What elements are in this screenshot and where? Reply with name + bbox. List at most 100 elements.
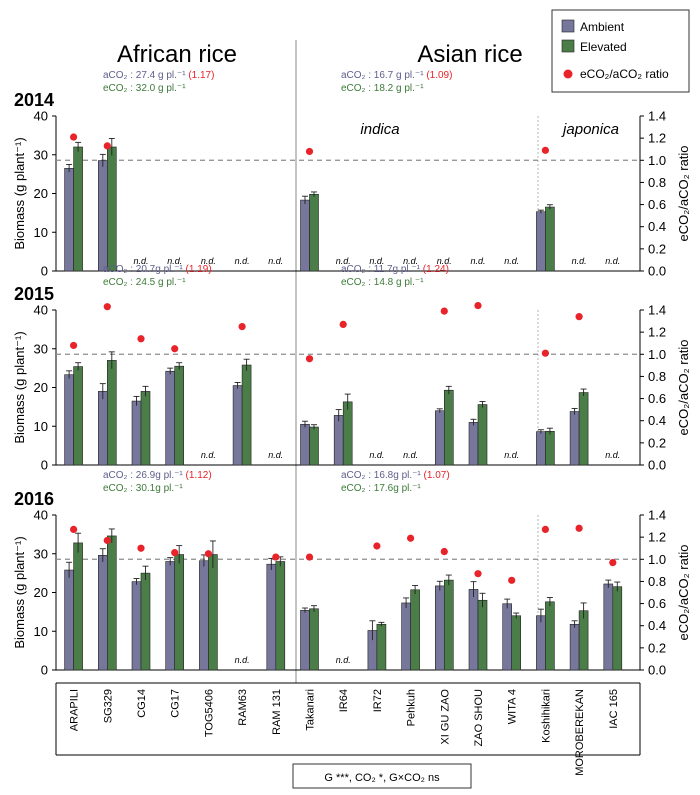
- elevated-bar: [73, 542, 83, 671]
- not-determined-label: n.d.: [572, 256, 587, 266]
- right-tick-label: 1.0: [648, 153, 666, 168]
- legend-ambient-label: Ambient: [580, 20, 625, 34]
- ratio-point: [541, 146, 550, 154]
- category-label: XI GU ZAO: [439, 689, 451, 745]
- elevated-bar: [107, 535, 117, 671]
- elevated-bar: [443, 389, 454, 466]
- elevated-bar: [107, 146, 117, 272]
- ambient-bar: [165, 561, 175, 671]
- elevated-bar: [241, 364, 252, 466]
- elevated-bar: [140, 572, 151, 671]
- right-tick-label: 1.0: [648, 552, 666, 567]
- year-label: 2015: [14, 284, 54, 304]
- left-tick-label: 0: [41, 663, 48, 678]
- ratio-point: [204, 550, 212, 558]
- ratio-point: [407, 534, 415, 542]
- ratio-point: [70, 341, 78, 350]
- ratio-point: [474, 301, 482, 310]
- left-tick-label: 40: [34, 303, 48, 318]
- elevated-bar: [140, 391, 151, 466]
- not-determined-label: n.d.: [403, 450, 418, 460]
- asian-ambient-summary: aCO₂ : 11.7g pl.⁻¹ (1.24): [341, 264, 449, 275]
- not-determined-label: n.d.: [201, 256, 216, 266]
- right-tick-label: 1.4: [648, 303, 666, 318]
- category-label: MOROBEREKAN: [574, 689, 586, 776]
- not-determined-label: n.d.: [437, 256, 452, 266]
- ratio-point: [103, 536, 111, 545]
- ambient-bar: [536, 211, 546, 272]
- indica-label: indica: [360, 121, 399, 138]
- not-determined-label: n.d.: [470, 256, 485, 266]
- left-tick-label: 10: [34, 419, 48, 434]
- elevated-bar: [511, 615, 522, 671]
- not-determined-label: n.d.: [201, 450, 216, 460]
- elevated-bar: [309, 608, 319, 671]
- african-elevated-summary: eCO₂ : 32.0 g pl.⁻¹: [103, 83, 186, 94]
- not-determined-label: n.d.: [504, 256, 519, 266]
- legend-box: [551, 9, 690, 93]
- year-panels: 2014 0 10 20 30 40 0.0 0.2 0.4 0.6 0.8 1.0 1.2 1.4 Bio…: [12, 70, 691, 678]
- right-tick-label: 0.8: [648, 369, 666, 384]
- ratio-point: [137, 544, 145, 552]
- elevated-bar: [208, 554, 218, 671]
- ambient-bar: [131, 581, 142, 671]
- right-tick-label: 0.4: [648, 413, 666, 428]
- african-ambient-summary: aCO₂ : 20.7g pl.⁻¹ (1.19): [103, 264, 212, 275]
- left-tick-label: 0: [41, 458, 48, 473]
- african-ratio-summary: (1.12): [186, 470, 212, 481]
- ratio-point: [70, 525, 78, 533]
- right-tick-label: 0.8: [648, 175, 666, 190]
- african-ratio-summary: (1.17): [188, 70, 214, 81]
- african-ratio-summary: (1.19): [186, 264, 212, 275]
- elevated-bar: [342, 401, 353, 466]
- asian-elevated-summary: eCO₂ : 18.2 g pl.⁻¹: [341, 83, 424, 94]
- ambient-bar: [300, 199, 310, 272]
- right-tick-label: 1.4: [648, 508, 666, 523]
- right-tick-label: 1.2: [648, 325, 666, 340]
- ratio-point: [440, 547, 448, 556]
- ratio-point: [103, 303, 111, 311]
- panel-2015: 2015 0 10 20 30 40 0.0 0.2 0.4 0.6 0.8 1.0 1.2 1.4 Bio…: [12, 264, 691, 473]
- right-tick-label: 1.4: [648, 109, 666, 124]
- ratio-point: [305, 147, 314, 156]
- right-tick-label: 0.0: [648, 663, 666, 678]
- ratio-point: [103, 142, 111, 150]
- panel-2016: 2016 0 10 20 30 40 0.0 0.2 0.4 0.6 0.8 1.0 1.2 1.4 Bio…: [12, 470, 691, 678]
- ambient-bar: [98, 554, 108, 671]
- legend-ratio-marker: [563, 69, 573, 79]
- year-label: 2014: [14, 90, 54, 110]
- asian-elevated-summary: eCO₂ : 14.8 g pl.⁻¹: [341, 277, 424, 288]
- right-tick-label: 0.2: [648, 241, 666, 256]
- y-axis-title: Biomass (g plant⁻¹): [12, 536, 27, 648]
- ambient-bar: [434, 585, 445, 671]
- ambient-bar: [300, 424, 310, 466]
- right-tick-label: 1.2: [648, 131, 666, 146]
- right-tick-label: 0.0: [648, 264, 666, 279]
- right-tick-label: 1.2: [648, 530, 666, 545]
- legend-ambient-swatch: [561, 19, 575, 33]
- ambient-bar: [401, 602, 411, 671]
- not-determined-label: n.d.: [167, 256, 182, 266]
- right-tick-label: 0.8: [648, 574, 666, 589]
- ambient-bar: [333, 415, 344, 466]
- elevated-bar: [578, 610, 589, 671]
- right-tick-label: 0.2: [648, 435, 666, 450]
- ratio-point: [474, 570, 482, 578]
- ambient-bar: [569, 411, 580, 466]
- african-ambient-summary: aCO₂ : 26.9g pl.⁻¹ (1.12): [103, 470, 212, 481]
- ambient-bar: [603, 583, 614, 671]
- not-determined-label: n.d.: [133, 256, 148, 266]
- elevated-bar: [443, 579, 454, 671]
- y2-axis-title: eCO₂/aCO₂ ratio: [676, 339, 691, 435]
- ratio-point: [575, 313, 583, 321]
- legend-elevated-label: Elevated: [580, 40, 627, 54]
- ratio-point: [609, 559, 617, 567]
- ambient-bar: [232, 385, 243, 466]
- category-label: IAC 165: [608, 689, 620, 729]
- y-axis-title: Biomass (g plant⁻¹): [12, 331, 27, 443]
- ratio-point: [272, 553, 280, 561]
- ratio-point: [541, 525, 550, 533]
- ratio-point: [171, 549, 179, 557]
- ambient-bar: [165, 370, 175, 466]
- left-tick-label: 20: [34, 380, 48, 395]
